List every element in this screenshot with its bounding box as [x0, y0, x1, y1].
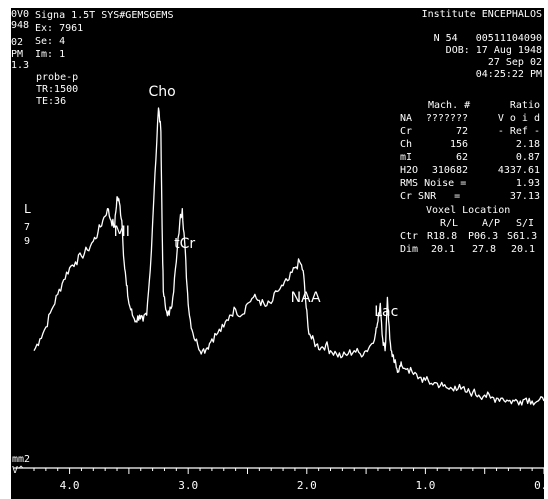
voxel-row-ap: P06.3: [468, 231, 499, 242]
tr-line: TR:1500: [36, 84, 79, 95]
voxel-row-ap: 27.8: [472, 244, 497, 255]
ppm-axis-bar: [11, 466, 544, 499]
cr-snr-label: Cr SNR =: [400, 191, 461, 202]
side-marker-9: 9: [24, 236, 31, 247]
edge-text-0: 0V0: [11, 9, 30, 20]
voxel-header-rl: R/L: [440, 218, 459, 229]
peak-label-lac: Lac: [374, 304, 398, 320]
ratio-row-label: H2O: [400, 165, 419, 176]
time-line: 04:25:22 PM: [475, 69, 542, 80]
x-tick-label: 0.0: [534, 479, 548, 492]
voxel-title: Voxel Location: [426, 205, 511, 216]
peak-label-cho: Cho: [148, 84, 175, 100]
ratio-row-value: 2.18: [515, 139, 540, 150]
x-tick-label: 3.0: [178, 479, 198, 492]
units-label: mm2: [12, 454, 31, 465]
probe-line: probe-p: [36, 72, 79, 83]
ratio-row-label: Cr: [400, 126, 413, 137]
edge-text-1: 948: [11, 20, 30, 31]
peak-label-naa: NAA: [291, 290, 321, 306]
side-marker-7: 7: [24, 222, 31, 233]
exam-line: Ex: 7961: [35, 23, 84, 34]
voxel-row-label: Dim: [400, 244, 419, 255]
ratio-row-value: V o i d: [497, 113, 540, 124]
edge-text-2: 02: [11, 37, 24, 48]
ratio-row-value: 4337.61: [497, 165, 540, 176]
spectrum-line: [33, 107, 545, 406]
edge-text-3: PM: [11, 49, 24, 60]
scanner-line: Signa 1.5T SYS#GEMSGEMS: [35, 10, 174, 21]
voxel-row-si: S61.3: [507, 231, 538, 242]
voxel-row-label: Ctr: [400, 231, 419, 242]
ratio-row-value: - Ref -: [497, 126, 540, 137]
spectrum-screen: [11, 8, 544, 466]
voxel-row-rl: 20.1: [431, 244, 456, 255]
x-tick-label: 2.0: [297, 479, 317, 492]
ratio-header-ratio: Ratio: [509, 100, 540, 111]
cursor-glyph: V^: [12, 465, 25, 476]
ratio-row-mach: 310682: [431, 165, 468, 176]
rms-noise-value: 1.93: [515, 178, 540, 189]
date-line: 27 Sep 02: [487, 57, 542, 68]
te-line: TE:36: [36, 96, 67, 107]
ratio-row-mach: 156: [449, 139, 468, 150]
side-marker-l: L: [24, 202, 32, 216]
ratio-row-label: NA: [400, 113, 413, 124]
edge-text-4: 1.3: [11, 60, 30, 71]
ratio-row-mach: ???????: [425, 113, 468, 124]
ratio-row-value: 0.87: [515, 152, 540, 163]
ratio-row-mach: 62: [455, 152, 468, 163]
ratio-row-label: Ch: [400, 139, 413, 150]
ratio-row-mach: 72: [455, 126, 468, 137]
image-line: Im: 1: [35, 49, 66, 60]
ratio-row-label: mI: [400, 152, 413, 163]
dob-line: DOB: 17 Aug 1948: [445, 45, 542, 56]
voxel-row-rl: R18.8: [427, 231, 458, 242]
x-tick-label: 1.0: [415, 479, 435, 492]
ratio-header-mach: Mach. #: [428, 100, 471, 111]
peak-label-mi: MI: [114, 224, 130, 240]
voxel-row-si: 20.1: [511, 244, 536, 255]
patient-id: N 54 00511104090: [433, 33, 542, 44]
peak-label-tcr: tCr: [174, 236, 195, 252]
institute-name: Institute ENCEPHALOS: [421, 9, 542, 20]
x-tick-label: 4.0: [60, 479, 80, 492]
voxel-header-si: S/I: [516, 218, 535, 229]
cr-snr-value: 37.13: [509, 191, 540, 202]
series-line: Se: 4: [35, 36, 66, 47]
voxel-header-ap: A/P: [482, 218, 501, 229]
rms-noise-label: RMS Noise =: [400, 178, 467, 189]
